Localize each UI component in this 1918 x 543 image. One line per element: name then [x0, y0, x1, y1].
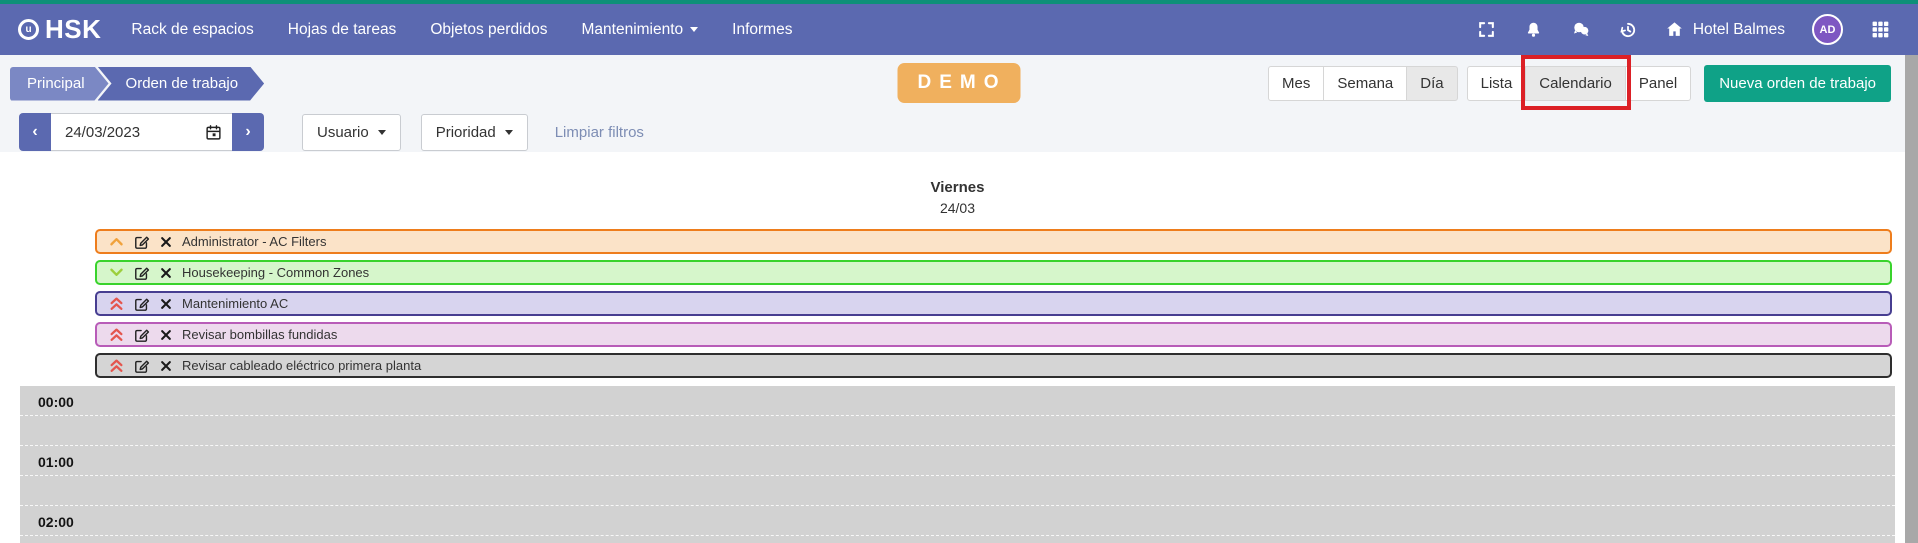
navbar-item-informes[interactable]: Informes [732, 20, 793, 38]
logo-text: HSK [45, 14, 102, 44]
navbar-item-rack-de-espacios[interactable]: Rack de espacios [131, 20, 254, 38]
chevron-down-icon [377, 129, 386, 135]
date-navigator: ‹ 24/03/2023 › [19, 113, 264, 151]
breadcrumb-principal[interactable]: Principal [10, 67, 109, 101]
view-button-panel[interactable]: Panel [1624, 66, 1692, 101]
events-container: Administrator - AC Filters [95, 229, 1892, 378]
event-title: Revisar bombillas fundidas [182, 327, 338, 342]
edit-icon[interactable] [134, 358, 150, 374]
edit-icon[interactable] [134, 327, 150, 343]
edit-icon[interactable] [134, 265, 150, 281]
close-icon[interactable] [160, 360, 172, 372]
calendar-icon[interactable] [205, 124, 222, 141]
breadcrumb-orden-de-trabajo[interactable]: Orden de trabajo [98, 67, 265, 101]
page-header: Principal Orden de trabajo DEMO Mes Seman… [0, 55, 1918, 112]
next-day-button[interactable]: › [232, 113, 264, 151]
date-value: 24/03/2023 [65, 123, 141, 141]
hotel-name: Hotel Balmes [1692, 20, 1785, 38]
event-title: Mantenimiento AC [182, 296, 289, 311]
view-controls: Mes Semana Día Lista Calendario Panel Nueva … [1268, 55, 1891, 110]
vertical-scrollbar[interactable] [1905, 55, 1918, 543]
navbar-item-mantenimiento[interactable]: Mantenimiento [582, 21, 699, 39]
navbar-right: Hotel Balmes AD [1477, 14, 1900, 45]
period-button-group: Mes Semana Día [1268, 66, 1458, 101]
filter-bar: ‹ 24/03/2023 › Usuario Prioridad Limpiar… [0, 112, 1918, 152]
work-order-event[interactable]: Revisar cableado eléctrico primera plant… [95, 353, 1892, 378]
time-label: 02:00 [38, 514, 74, 530]
clear-filters-link[interactable]: Limpiar filtros [554, 123, 644, 141]
top-navbar: u HSK Rack de espacios Hojas de tareas Obj… [0, 0, 1918, 55]
event-title: Revisar cableado eléctrico primera plant… [182, 358, 422, 373]
priority-down-icon [109, 267, 124, 278]
user-filter-dropdown[interactable]: Usuario [302, 113, 401, 151]
close-icon[interactable] [160, 236, 172, 248]
work-order-event[interactable]: Revisar bombillas fundidas [95, 322, 1892, 347]
navbar-menu: Rack de espacios Hojas de tareas Objetos p… [131, 21, 792, 39]
chat-icon[interactable] [1571, 20, 1591, 40]
priority-up-icon [109, 236, 124, 247]
navbar-item-hojas-de-tareas[interactable]: Hojas de tareas [287, 20, 397, 38]
priority-filter-dropdown[interactable]: Prioridad [420, 113, 528, 151]
fullscreen-icon[interactable] [1477, 20, 1497, 40]
priority-urgent-icon [109, 296, 124, 311]
breadcrumb: Principal Orden de trabajo [10, 67, 264, 101]
work-order-event[interactable]: Administrator - AC Filters [95, 229, 1892, 254]
mode-button-group: Lista Calendario Panel [1466, 55, 1692, 110]
view-button-semana[interactable]: Semana [1323, 66, 1408, 101]
priority-urgent-icon [109, 327, 124, 342]
app-logo[interactable]: u HSK [18, 14, 101, 45]
work-order-event[interactable]: Mantenimiento AC [95, 291, 1892, 316]
history-icon[interactable] [1618, 20, 1638, 40]
hotel-selector[interactable]: Hotel Balmes [1665, 20, 1785, 40]
apps-grid-icon[interactable] [1870, 20, 1890, 40]
date-input[interactable]: 24/03/2023 [51, 113, 232, 151]
view-button-da[interactable]: Día [1406, 66, 1458, 101]
day-name: Viernes [930, 179, 985, 196]
work-order-event[interactable]: Housekeeping - Common Zones [95, 260, 1892, 285]
user-avatar[interactable]: AD [1812, 14, 1843, 45]
event-title: Administrator - AC Filters [182, 234, 327, 249]
view-button-lista[interactable]: Lista [1466, 66, 1527, 101]
calendar-panel: Viernes 24/03 [0, 152, 1918, 543]
previous-day-button[interactable]: ‹ [19, 113, 51, 151]
view-button-mes[interactable]: Mes [1268, 66, 1325, 101]
chevron-down-icon [504, 129, 513, 135]
view-button-calendario[interactable]: Calendario [1525, 66, 1626, 101]
time-row[interactable]: 00:00 [20, 386, 1895, 446]
logo-circle-icon: u [18, 19, 39, 40]
chevron-down-icon [690, 27, 699, 32]
edit-icon[interactable] [134, 296, 150, 312]
time-grid: 00:00 01:00 02:00 [20, 386, 1895, 543]
close-icon[interactable] [160, 267, 172, 279]
time-label: 00:00 [38, 394, 74, 410]
event-title: Housekeeping - Common Zones [182, 265, 370, 280]
new-work-order-button[interactable]: Nueva orden de trabajo [1704, 65, 1891, 102]
day-header: Viernes 24/03 [20, 179, 1895, 216]
day-date: 24/03 [939, 200, 976, 216]
edit-icon[interactable] [134, 234, 150, 250]
time-row[interactable]: 02:00 [20, 506, 1895, 543]
demo-badge: DEMO [897, 63, 1021, 103]
close-icon[interactable] [160, 329, 172, 341]
time-label: 01:00 [38, 454, 74, 470]
bell-icon[interactable] [1524, 20, 1544, 40]
close-icon[interactable] [160, 298, 172, 310]
priority-urgent-icon [109, 358, 124, 373]
time-row[interactable]: 01:00 [20, 446, 1895, 506]
home-icon [1665, 20, 1685, 40]
navbar-item-objetos-perdidos[interactable]: Objetos perdidos [430, 20, 548, 38]
